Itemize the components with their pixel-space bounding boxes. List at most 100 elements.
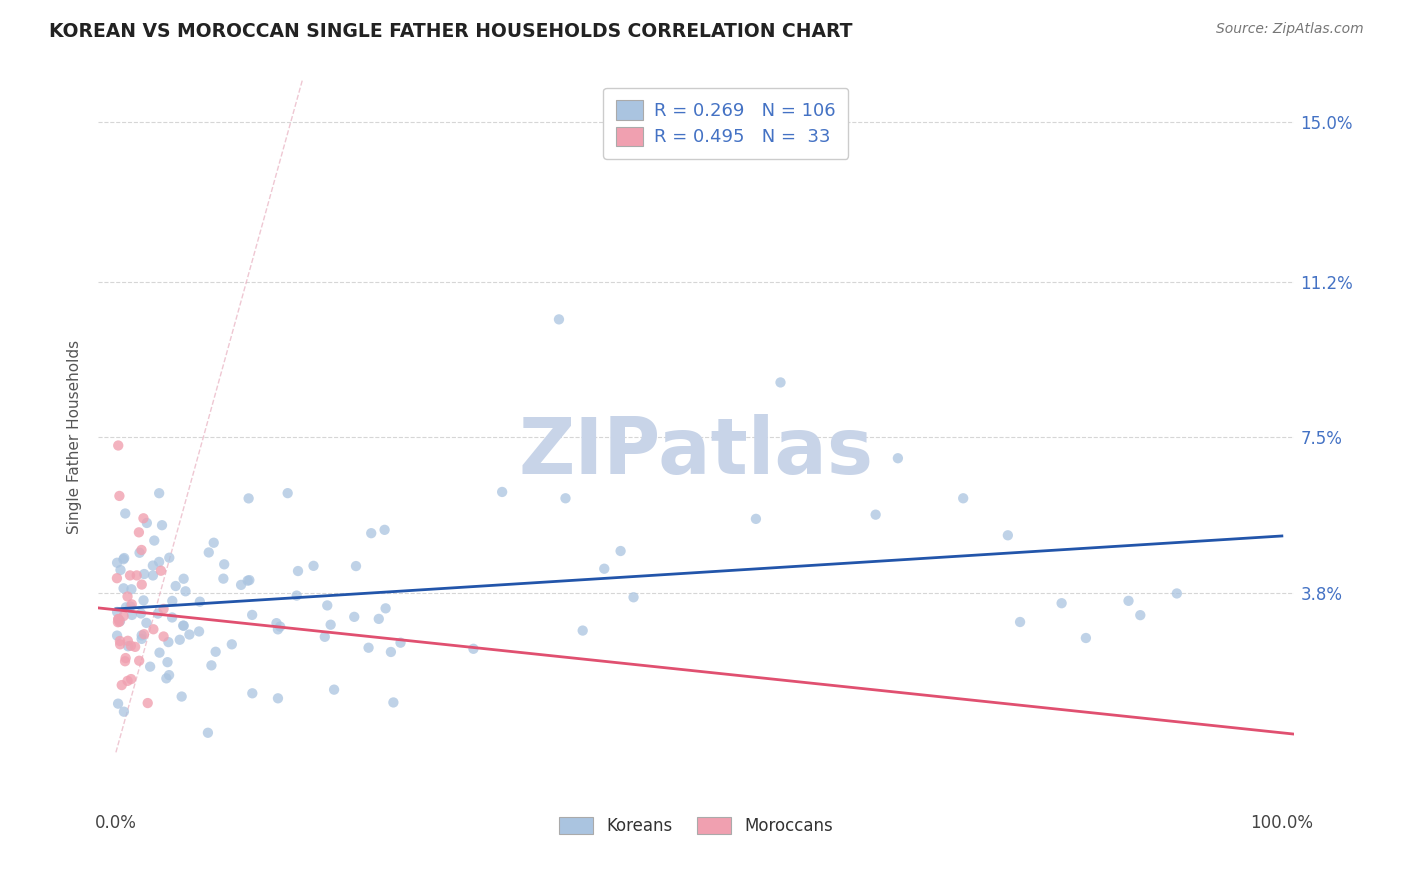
Point (865, 508, 887, 522)
Point (380, 645, 402, 659)
Point (108, 489, 131, 503)
Point (129, 607, 152, 621)
Point (150, 518, 173, 533)
Point (1074, 631, 1097, 645)
Point (197, 725, 219, 739)
Point (238, 491, 260, 506)
Point (112, 705, 135, 719)
Point (108, 637, 131, 651)
Point (267, 623, 290, 637)
Point (162, 594, 184, 608)
Point (118, 568, 141, 582)
Point (267, 691, 290, 706)
Point (143, 533, 166, 548)
Point (202, 535, 225, 549)
Point (105, 629, 128, 643)
Point (1010, 615, 1032, 629)
Point (188, 624, 211, 639)
Point (1129, 608, 1152, 623)
Point (112, 609, 135, 624)
Point (121, 598, 143, 612)
Point (323, 682, 346, 697)
Point (142, 622, 165, 636)
Point (107, 438, 129, 452)
Point (157, 668, 180, 682)
Point (124, 640, 146, 654)
Point (117, 633, 139, 648)
Point (952, 491, 974, 506)
Point (157, 635, 180, 649)
Point (357, 640, 380, 655)
Point (117, 590, 139, 604)
Point (188, 595, 211, 609)
Point (269, 619, 291, 633)
Point (360, 526, 382, 541)
Point (142, 558, 165, 573)
Point (1118, 594, 1140, 608)
Point (344, 559, 367, 574)
Point (165, 579, 187, 593)
Point (319, 617, 342, 632)
Point (212, 572, 235, 586)
Point (316, 599, 339, 613)
Text: KOREAN VS MOROCCAN SINGLE FATHER HOUSEHOLDS CORRELATION CHART: KOREAN VS MOROCCAN SINGLE FATHER HOUSEHO… (49, 22, 852, 41)
Point (115, 600, 138, 615)
Point (117, 673, 139, 688)
Point (107, 615, 129, 630)
Point (172, 618, 194, 632)
Text: ZIPatlas: ZIPatlas (519, 414, 873, 490)
Point (110, 563, 132, 577)
Point (135, 516, 157, 530)
Point (160, 610, 183, 624)
Point (152, 602, 174, 616)
Point (105, 571, 128, 585)
Point (548, 312, 571, 326)
Point (107, 697, 129, 711)
Legend: Koreans, Moroccans: Koreans, Moroccans (553, 811, 839, 842)
Point (107, 612, 129, 626)
Point (374, 523, 396, 537)
Point (120, 672, 142, 686)
Point (745, 512, 768, 526)
Point (142, 568, 165, 582)
Point (571, 624, 593, 638)
Point (155, 671, 177, 685)
Point (148, 646, 170, 660)
Point (769, 376, 792, 390)
Point (463, 641, 485, 656)
Point (149, 564, 172, 578)
Point (236, 574, 259, 588)
Point (374, 601, 396, 615)
Point (114, 651, 136, 665)
Point (105, 556, 128, 570)
Point (121, 607, 143, 622)
Point (108, 634, 131, 648)
Point (343, 610, 366, 624)
Point (128, 654, 150, 668)
Point (204, 645, 226, 659)
Point (314, 630, 336, 644)
Point (111, 678, 134, 692)
Point (285, 589, 308, 603)
Point (135, 615, 157, 630)
Point (389, 636, 412, 650)
Text: Source: ZipAtlas.com: Source: ZipAtlas.com (1216, 22, 1364, 37)
Point (200, 658, 222, 673)
Point (212, 558, 235, 572)
Point (112, 582, 135, 596)
Point (146, 607, 169, 621)
Point (887, 451, 910, 466)
Point (609, 544, 631, 558)
Point (114, 654, 136, 668)
Point (302, 558, 325, 573)
Point (131, 543, 153, 558)
Point (238, 573, 260, 587)
Point (169, 632, 191, 647)
Point (240, 607, 263, 622)
Point (277, 486, 299, 500)
Point (221, 637, 243, 651)
Point (131, 632, 153, 646)
Point (173, 572, 195, 586)
Point (134, 567, 156, 582)
Y-axis label: Single Father Households: Single Father Households (67, 340, 83, 534)
